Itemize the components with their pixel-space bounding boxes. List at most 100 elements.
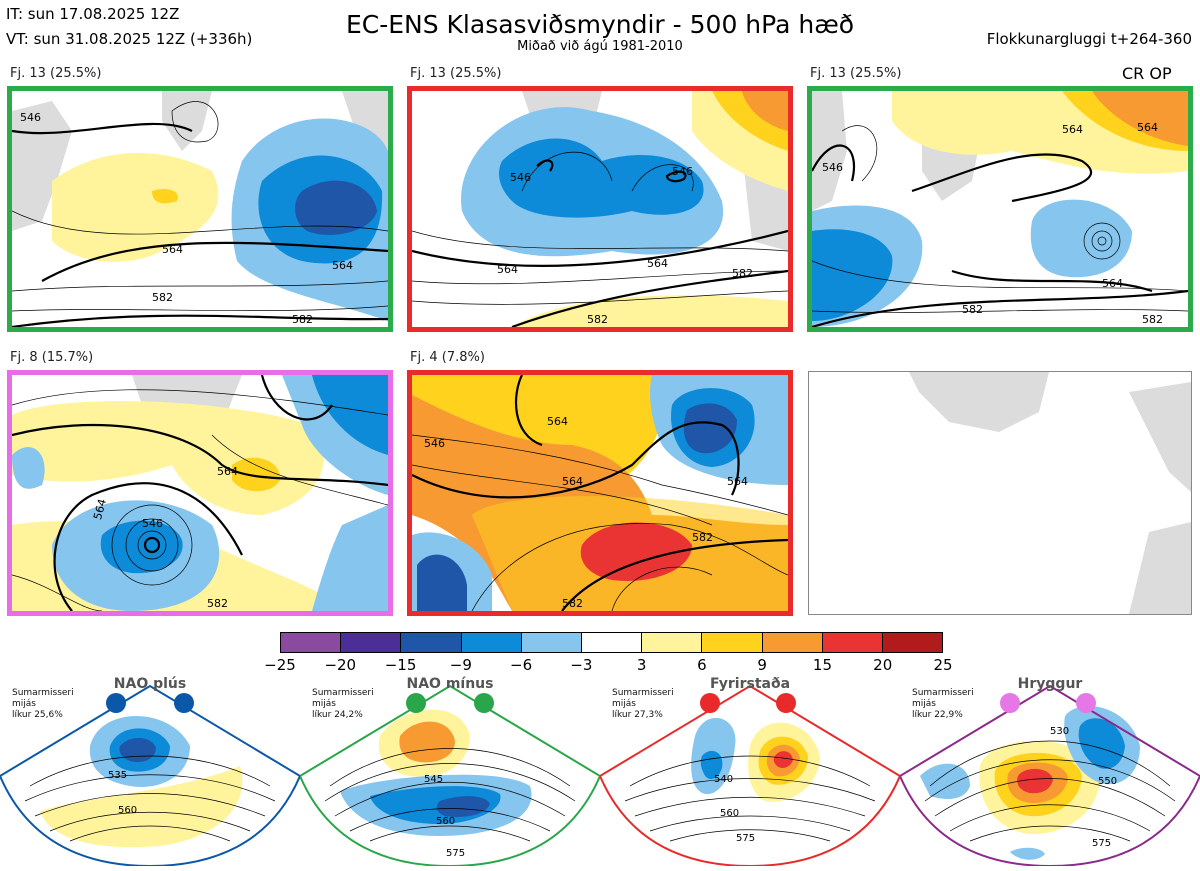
bold-isolines <box>12 122 388 327</box>
colorbar-tick-label: 6 <box>697 656 707 674</box>
regime-name: NAO mínus <box>406 676 494 692</box>
regime-label: 560 <box>436 816 455 827</box>
contour-label: 582 <box>1142 313 1163 326</box>
panel-2-label: Fj. 13 (25.5%) <box>410 66 502 81</box>
colorbar-segment <box>642 633 703 652</box>
regime-label: 530 <box>1050 726 1069 737</box>
regime-map: 530 550 575 <box>900 684 1200 866</box>
regime-label: 560 <box>118 805 137 816</box>
regime-dot <box>776 693 796 713</box>
colorbar-tick-label: −15 <box>384 656 417 674</box>
colorbar-segment <box>281 633 342 652</box>
cluster-map-4: 546 564 564 582 <box>12 375 388 611</box>
regime-nao-plus: 535 560 NAO plús Sumarmisseri mijás líkur … <box>0 676 300 866</box>
colorbar-tick-label: −6 <box>510 656 533 674</box>
contour-label: 564 <box>647 257 668 270</box>
contour-label: 546 <box>424 437 445 450</box>
cluster-map-3: 546 564 564 564 582 582 <box>812 91 1188 327</box>
panel-3-label: Fj. 13 (25.5%) <box>810 66 902 81</box>
regime-meta: Sumarmisseri mijás líkur 27,3% <box>612 688 674 720</box>
contour-label: 582 <box>562 597 583 610</box>
colorbar-tick-label: 25 <box>933 656 953 674</box>
colorbar-tick-label: 9 <box>757 656 767 674</box>
contour-label: 564 <box>1102 277 1123 290</box>
regime-blocking: 540 560 575 Fyrirstaða Sumarmisseri mijás… <box>600 676 900 866</box>
colorbar-segment <box>581 633 643 652</box>
page-subtitle: Miðað við ágú 1981-2010 <box>517 39 683 54</box>
regime-dot <box>174 693 194 713</box>
regime-name: Hryggur <box>1017 676 1083 692</box>
colorbar-tick-label: 20 <box>873 656 893 674</box>
cluster-map-5: 546 564 564 564 582 582 <box>412 375 788 611</box>
colorbar-segment <box>521 633 582 652</box>
regime-label: 550 <box>1098 776 1117 787</box>
colorbar-segment <box>461 633 522 652</box>
regime-label: 560 <box>720 808 739 819</box>
contour-label: 564 <box>332 259 353 272</box>
regime-dot <box>406 693 426 713</box>
regime-dot <box>1076 693 1096 713</box>
colorbar-tick-label: −25 <box>264 656 296 674</box>
panel-5-label: Fj. 4 (7.8%) <box>410 350 485 365</box>
contour-label: 546 <box>142 517 163 530</box>
colorbar-segment <box>882 633 943 652</box>
regime-name: NAO plús <box>113 676 187 692</box>
colorbar-tick-label: −9 <box>449 656 472 674</box>
contour-label: 582 <box>692 531 713 544</box>
contour-label: 546 <box>672 165 693 178</box>
contour-label: 564 <box>217 465 238 478</box>
regime-nao-minus: 545 560 575 NAO mínus Sumarmisseri mijás l… <box>300 676 600 866</box>
regime-label: 575 <box>446 848 465 859</box>
regime-map: 540 560 575 <box>600 684 900 866</box>
regime-label: 575 <box>736 833 755 844</box>
contour-label: 564 <box>497 263 518 276</box>
colorbar-tick-label: −3 <box>570 656 593 674</box>
regime-meta: Sumarmisseri mijás líkur 24,2% <box>312 688 374 720</box>
regime-meta: Sumarmisseri mijás líkur 25,6% <box>12 688 74 720</box>
colorbar-segment <box>702 633 763 652</box>
init-time: IT: sun 17.08.2025 12Z <box>6 5 180 23</box>
contour-label: 564 <box>1062 123 1083 136</box>
colorbar-segment <box>341 633 402 652</box>
page-title: EC-ENS Klasasviðsmyndir - 500 hPa hæð <box>345 10 855 39</box>
contour-label: 582 <box>587 313 608 326</box>
regime-map: 535 560 <box>0 684 300 866</box>
regime-dot <box>106 693 126 713</box>
contour-label: 546 <box>510 171 531 184</box>
regime-ridge: 530 550 575 Hryggur Sumarmisseri mijás lík… <box>900 676 1200 866</box>
regime-label: 540 <box>714 774 733 785</box>
contour-label: 582 <box>207 597 228 610</box>
contour-label: 582 <box>962 303 983 316</box>
regime-dot <box>700 693 720 713</box>
cluster-map-1: 546 564 564 582 582 <box>12 91 388 327</box>
contour-label: 582 <box>732 267 753 280</box>
contour-label: 564 <box>562 475 583 488</box>
classification-window: Flokkunargluggi t+264-360 <box>986 30 1192 48</box>
regime-meta: Sumarmisseri mijás líkur 22,9% <box>912 688 974 720</box>
valid-time: VT: sun 31.08.2025 12Z (+336h) <box>6 30 253 48</box>
cluster-panel-2: 546 546 564 564 582 582 <box>407 86 793 332</box>
regime-map: 545 560 575 <box>300 684 600 866</box>
contour-label: 582 <box>152 291 173 304</box>
regime-label: 535 <box>108 770 127 781</box>
cluster-map-2: 546 546 564 564 582 582 <box>412 91 788 327</box>
cr-op-label: CR OP <box>1122 64 1172 83</box>
contour-label: 564 <box>1137 121 1158 134</box>
cluster-panel-3: 546 564 564 564 582 582 <box>807 86 1193 332</box>
cluster-panel-4: 546 564 564 582 <box>7 370 393 616</box>
cluster-panel-1: 546 564 564 582 582 <box>7 86 393 332</box>
contour-label: 564 <box>727 475 748 488</box>
thin-isolines <box>12 101 388 312</box>
colorbar-segment <box>822 633 883 652</box>
regime-dot <box>1000 693 1020 713</box>
contour-label: 564 <box>162 243 183 256</box>
cluster-panel-empty <box>808 371 1192 615</box>
contour-label: 546 <box>20 111 41 124</box>
regime-label: 545 <box>424 774 443 785</box>
contour-label: 564 <box>91 498 109 522</box>
colorbar-tick-label: 3 <box>636 656 647 674</box>
contour-label: 564 <box>547 415 568 428</box>
colorbar-segment <box>401 633 462 652</box>
cluster-panel-5: 546 564 564 564 582 582 <box>407 370 793 616</box>
contour-label: 546 <box>822 161 843 174</box>
